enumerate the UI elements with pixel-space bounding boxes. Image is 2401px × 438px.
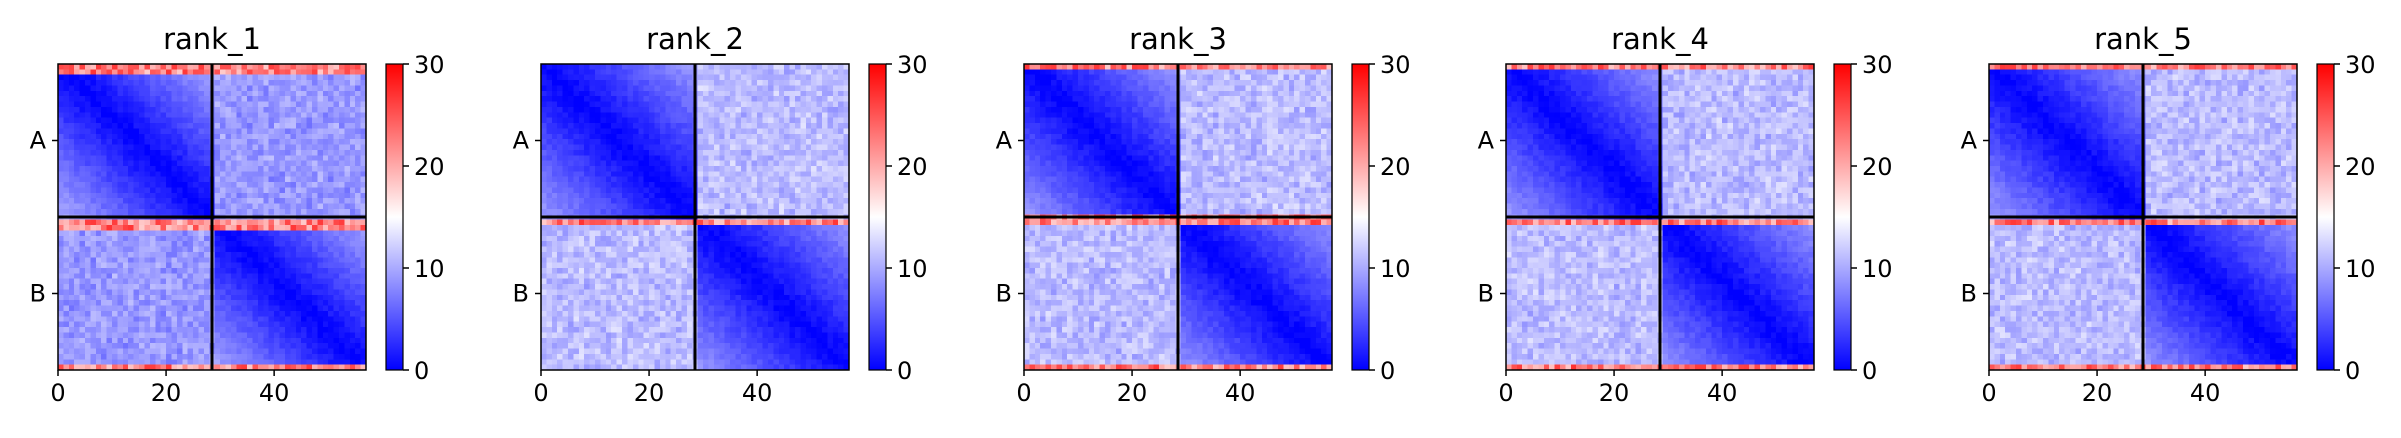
colorbar-tick-label: 20 [1862, 153, 1893, 181]
axes-frame [540, 63, 850, 371]
colorbar-tick-label: 0 [897, 357, 912, 385]
panel-rank_4: rank_4 0 20 40 A B 0 10 20 30 [1478, 22, 1893, 407]
y-tick-label: A [1961, 127, 1978, 155]
x-tick-label: 20 [1117, 379, 1148, 407]
colorbar-tick-label: 30 [414, 51, 445, 79]
colorbar-tick-label: 0 [1862, 357, 1877, 385]
colorbar-tick-label: 0 [1380, 357, 1395, 385]
colorbar [2316, 63, 2335, 371]
x-tick-label: 40 [2190, 379, 2221, 407]
x-tick-label: 20 [151, 379, 182, 407]
y-tick-label: A [996, 127, 1013, 155]
colorbar-tick-label: 20 [1380, 153, 1411, 181]
colorbar-tick-label: 0 [2345, 357, 2360, 385]
axes-frame [1988, 63, 2298, 371]
panel-rank_1: rank_1 0 20 40 A B 0 10 20 30 [30, 22, 445, 407]
colorbar-tick-label: 10 [1862, 255, 1893, 283]
x-tick-label: 40 [1225, 379, 1256, 407]
y-tick-label: B [30, 280, 46, 308]
colorbar [868, 63, 887, 371]
x-tick-label: 0 [1498, 379, 1513, 407]
axes-frame [1505, 63, 1815, 371]
colorbar-tick-label: 10 [1380, 255, 1411, 283]
x-tick-label: 0 [533, 379, 548, 407]
colorbar-tick-label: 30 [1862, 51, 1893, 79]
y-tick-label: A [30, 127, 47, 155]
colorbar-tick-label: 20 [2345, 153, 2376, 181]
y-tick-label: B [513, 280, 529, 308]
x-tick-label: 20 [1599, 379, 1630, 407]
chart-title: rank_1 [163, 22, 261, 56]
colorbar-tick-label: 0 [414, 357, 429, 385]
axes-frame [1023, 63, 1333, 371]
panel-rank_3: rank_3 0 20 40 A B 0 10 20 30 [996, 22, 1411, 407]
colorbar [385, 63, 404, 371]
panel-rank_5: rank_5 0 20 40 A B 0 10 20 30 [1961, 22, 2376, 407]
colorbar-tick-label: 30 [2345, 51, 2376, 79]
x-tick-label: 0 [1016, 379, 1031, 407]
x-tick-label: 20 [634, 379, 665, 407]
colorbar-tick-label: 30 [897, 51, 928, 79]
colorbar-tick-label: 20 [414, 153, 445, 181]
chart-title: rank_4 [1611, 22, 1709, 56]
colorbar [1833, 63, 1852, 371]
colorbar-tick-label: 10 [414, 255, 445, 283]
y-tick-label: A [513, 127, 530, 155]
chart-title: rank_2 [646, 22, 744, 56]
axes-frame [57, 63, 367, 371]
x-tick-label: 0 [1981, 379, 1996, 407]
colorbar [1351, 63, 1370, 371]
chart-title: rank_5 [2094, 22, 2192, 56]
colorbar-tick-label: 10 [897, 255, 928, 283]
colorbar-tick-label: 30 [1380, 51, 1411, 79]
x-tick-label: 0 [50, 379, 65, 407]
y-tick-label: B [996, 280, 1012, 308]
x-tick-label: 40 [259, 379, 290, 407]
colorbar-tick-label: 10 [2345, 255, 2376, 283]
x-tick-label: 20 [2082, 379, 2113, 407]
x-tick-label: 40 [1707, 379, 1738, 407]
panel-rank_2: rank_2 0 20 40 A B 0 10 20 30 [513, 22, 928, 407]
colorbar-tick-label: 20 [897, 153, 928, 181]
y-tick-label: A [1478, 127, 1495, 155]
y-tick-label: B [1961, 280, 1977, 308]
chart-title: rank_3 [1129, 22, 1227, 56]
x-tick-label: 40 [742, 379, 773, 407]
y-tick-label: B [1478, 280, 1494, 308]
